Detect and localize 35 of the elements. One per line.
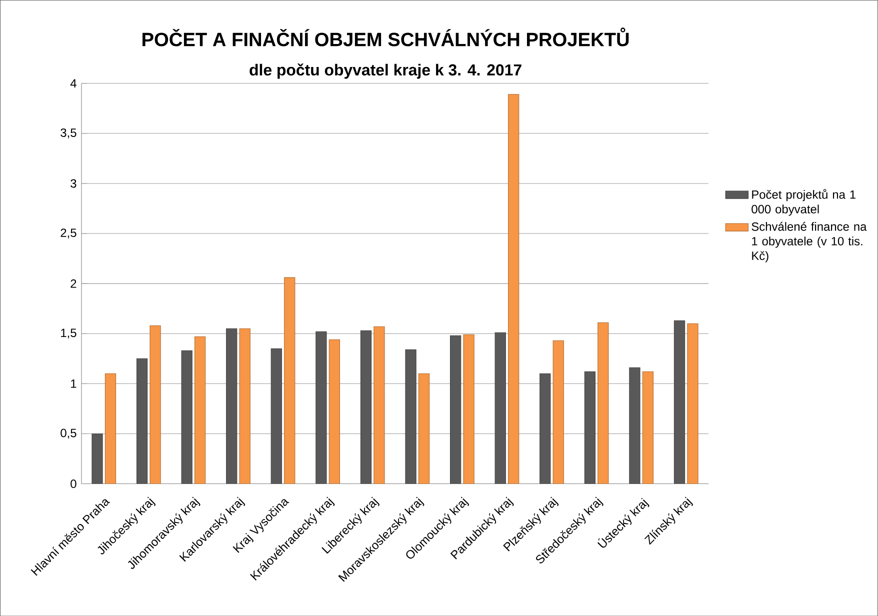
y-tick-label: 0 bbox=[70, 479, 76, 488]
bar bbox=[328, 339, 340, 484]
chart-title: POČET A FINAČNÍ OBJEM SCHVÁLNÝCH PROJEKTŮ bbox=[142, 28, 629, 46]
bar bbox=[463, 334, 474, 484]
bar bbox=[316, 331, 327, 484]
y-tick-label: 2 bbox=[70, 279, 76, 288]
y-tick-label: 1,5 bbox=[61, 328, 76, 338]
bar bbox=[418, 373, 430, 484]
y-tick-label: 1 bbox=[71, 379, 76, 388]
bar bbox=[450, 335, 462, 484]
bar bbox=[642, 371, 654, 484]
y-tick-label: 0,5 bbox=[60, 428, 76, 439]
bar bbox=[508, 94, 520, 484]
bar bbox=[270, 348, 282, 484]
y-tick-label: 2,5 bbox=[60, 228, 76, 238]
bar bbox=[194, 336, 206, 484]
chart-subtitle: dle počtu obyvatel kraje k 3. 4. 2017 bbox=[250, 63, 522, 79]
bar bbox=[136, 358, 148, 484]
legend-label: Schválené finance na 1 obyvatele (v 10 tis. Kč) bbox=[752, 222, 867, 262]
y-tick-label: 4 bbox=[70, 79, 76, 88]
bar bbox=[540, 373, 551, 484]
bar bbox=[239, 328, 250, 484]
bar bbox=[674, 320, 686, 484]
legend-label: Počet projektů na 1 000 obyvatel bbox=[752, 188, 856, 216]
bar bbox=[181, 350, 192, 484]
bar bbox=[552, 340, 564, 484]
bar bbox=[598, 322, 609, 484]
bar bbox=[284, 277, 296, 484]
bar bbox=[104, 373, 116, 484]
y-tick-label: 3,5 bbox=[60, 128, 76, 138]
y-tick-label: 3 bbox=[70, 179, 76, 188]
bar bbox=[360, 330, 372, 484]
bar bbox=[584, 371, 596, 484]
bar bbox=[494, 332, 506, 484]
bar bbox=[226, 328, 238, 484]
